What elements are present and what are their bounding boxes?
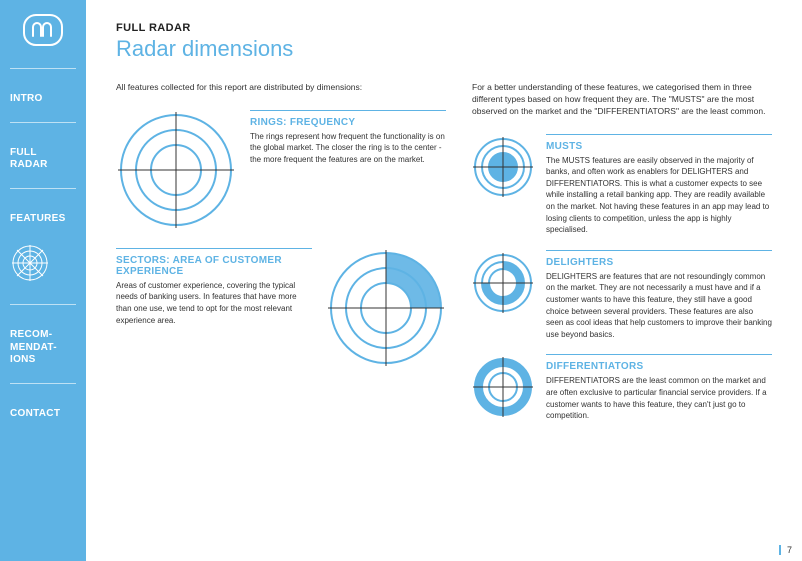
differentiators-block: DIFFERENTIATORS DIFFERENTIATORS are the … (472, 354, 772, 421)
rings-body: The rings represent how frequent the fun… (250, 131, 446, 166)
rings-block: RINGS: FREQUENCY The rings represent how… (116, 110, 446, 230)
nav-contact[interactable]: CONTACT (10, 408, 76, 421)
divider (546, 250, 772, 251)
page-number: 7 (779, 545, 792, 555)
sectors-diagram-icon (326, 248, 446, 368)
sectors-title: SECTORS: AREA OF CUSTOMER EXPERIENCE (116, 255, 312, 277)
delighters-block: DELIGHTERS DELIGHTERS are features that … (472, 250, 772, 341)
right-intro: For a better understanding of these feat… (472, 82, 772, 118)
right-column: For a better understanding of these feat… (472, 82, 772, 436)
sectors-body: Areas of customer experience, covering t… (116, 280, 312, 326)
musts-body: The MUSTS features are easily observed i… (546, 155, 772, 236)
divider (546, 134, 772, 135)
nav-separator (10, 304, 76, 305)
divider (546, 354, 772, 355)
diff-title: DIFFERENTIATORS (546, 361, 772, 372)
nav-separator (10, 383, 76, 384)
nav-intro[interactable]: INTRO (10, 93, 76, 106)
left-column: All features collected for this report a… (116, 82, 446, 436)
nav-separator (10, 188, 76, 189)
delighters-body: DELIGHTERS are features that are not res… (546, 271, 772, 341)
sidebar: INTRO FULL RADAR FEATURES RECOM- MENDAT-… (0, 0, 86, 561)
nav-features[interactable]: FEATURES (10, 213, 76, 226)
divider (250, 110, 446, 111)
eyebrow: FULL RADAR (116, 22, 772, 34)
delighters-title: DELIGHTERS (546, 257, 772, 268)
musts-title: MUSTS (546, 141, 772, 152)
musts-block: MUSTS The MUSTS features are easily obse… (472, 134, 772, 236)
logo (10, 14, 76, 46)
rings-diagram-icon (116, 110, 236, 230)
left-intro: All features collected for this report a… (116, 82, 446, 94)
diff-body: DIFFERENTIATORS are the least common on … (546, 375, 772, 421)
divider (116, 248, 312, 249)
main-content: FULL RADAR Radar dimensions All features… (86, 0, 802, 561)
delighters-icon (472, 252, 534, 314)
nav-separator (10, 68, 76, 69)
musts-icon (472, 136, 534, 198)
nav-recommendations[interactable]: RECOM- MENDAT- IONS (10, 329, 76, 367)
nav-full-radar[interactable]: FULL RADAR (10, 147, 76, 172)
radar-icon (10, 243, 76, 286)
rings-title: RINGS: FREQUENCY (250, 117, 446, 128)
sectors-block: SECTORS: AREA OF CUSTOMER EXPERIENCE Are… (116, 248, 446, 368)
nav-separator (10, 122, 76, 123)
page-title: Radar dimensions (116, 36, 772, 62)
differentiators-icon (472, 356, 534, 418)
logo-icon (23, 14, 63, 46)
